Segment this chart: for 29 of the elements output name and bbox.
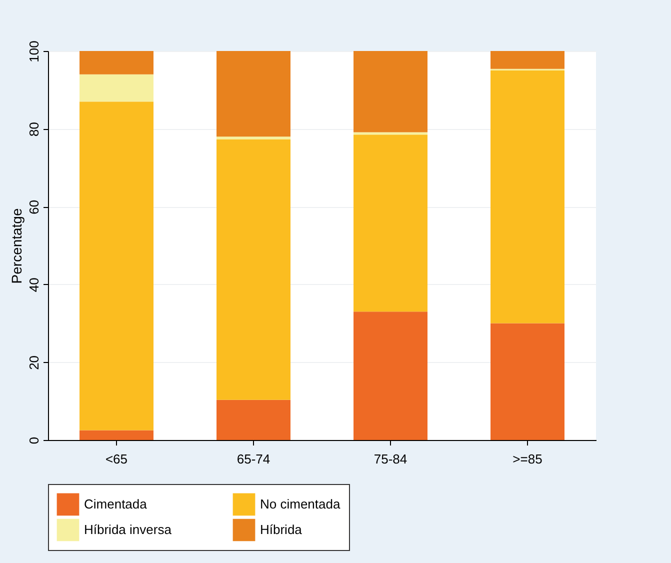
bar bbox=[216, 51, 290, 137]
x-tick-label: <65 bbox=[105, 452, 128, 466]
bar bbox=[354, 312, 428, 440]
x-tick-label: >=85 bbox=[512, 452, 542, 466]
legend-label: Híbrida bbox=[260, 522, 303, 537]
y-tick-label: 80 bbox=[26, 122, 42, 137]
x-tick-label: 75-84 bbox=[374, 452, 408, 466]
y-tick-label: 20 bbox=[26, 355, 42, 370]
bar bbox=[354, 134, 428, 312]
y-tick-label: 100 bbox=[26, 40, 42, 62]
bar bbox=[490, 70, 564, 324]
y-tick-label: 0 bbox=[26, 436, 42, 444]
bar bbox=[216, 136, 290, 140]
y-axis-title: Percentatge bbox=[8, 208, 24, 284]
bar bbox=[80, 102, 154, 430]
y-tick-label: 40 bbox=[26, 278, 42, 292]
bar bbox=[354, 51, 428, 132]
x-tick-label: 65-74 bbox=[236, 452, 270, 466]
y-tick-label: 60 bbox=[26, 200, 42, 214]
bar bbox=[216, 139, 290, 400]
bar bbox=[80, 430, 154, 440]
legend-label: Cimentada bbox=[84, 496, 148, 512]
bar bbox=[216, 400, 290, 440]
legend-label: No cimentada bbox=[260, 496, 341, 512]
bar bbox=[80, 74, 154, 102]
legend-label: Híbrida inversa bbox=[84, 522, 172, 537]
bar bbox=[490, 323, 564, 440]
bar bbox=[490, 51, 564, 69]
bar bbox=[80, 51, 154, 74]
